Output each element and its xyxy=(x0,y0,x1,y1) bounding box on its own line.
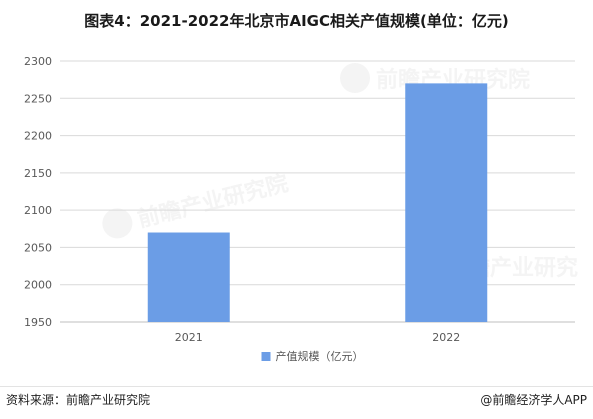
x-tick-label: 2021 xyxy=(175,331,203,344)
y-tick-label: 2250 xyxy=(24,92,52,105)
bar xyxy=(147,232,230,322)
y-tick-label: 2000 xyxy=(24,279,52,292)
x-tick-label: 2022 xyxy=(432,331,460,344)
legend-swatch xyxy=(261,352,271,361)
y-tick-label: 2050 xyxy=(24,241,52,254)
legend-label: 产值规模（亿元） xyxy=(276,349,364,363)
app-credit: @前瞻经济学人APP xyxy=(480,393,587,407)
bar xyxy=(405,83,488,322)
y-tick-label: 2200 xyxy=(24,130,52,143)
y-tick-label: 1950 xyxy=(24,316,52,329)
source-note: 资料来源：前瞻产业研究院 xyxy=(6,393,151,407)
bar-chart: 1950 2000 2050 2100 2150 2200 2250 2300 2021 2022… xyxy=(24,55,575,363)
footer-divider xyxy=(0,386,593,387)
y-tick-label: 2100 xyxy=(24,204,52,217)
y-tick-label: 2300 xyxy=(24,55,52,68)
chart-title: 图表4：2021-2022年北京市AIGC相关产值规模(单位：亿元) xyxy=(84,12,509,30)
y-tick-label: 2150 xyxy=(24,167,52,180)
